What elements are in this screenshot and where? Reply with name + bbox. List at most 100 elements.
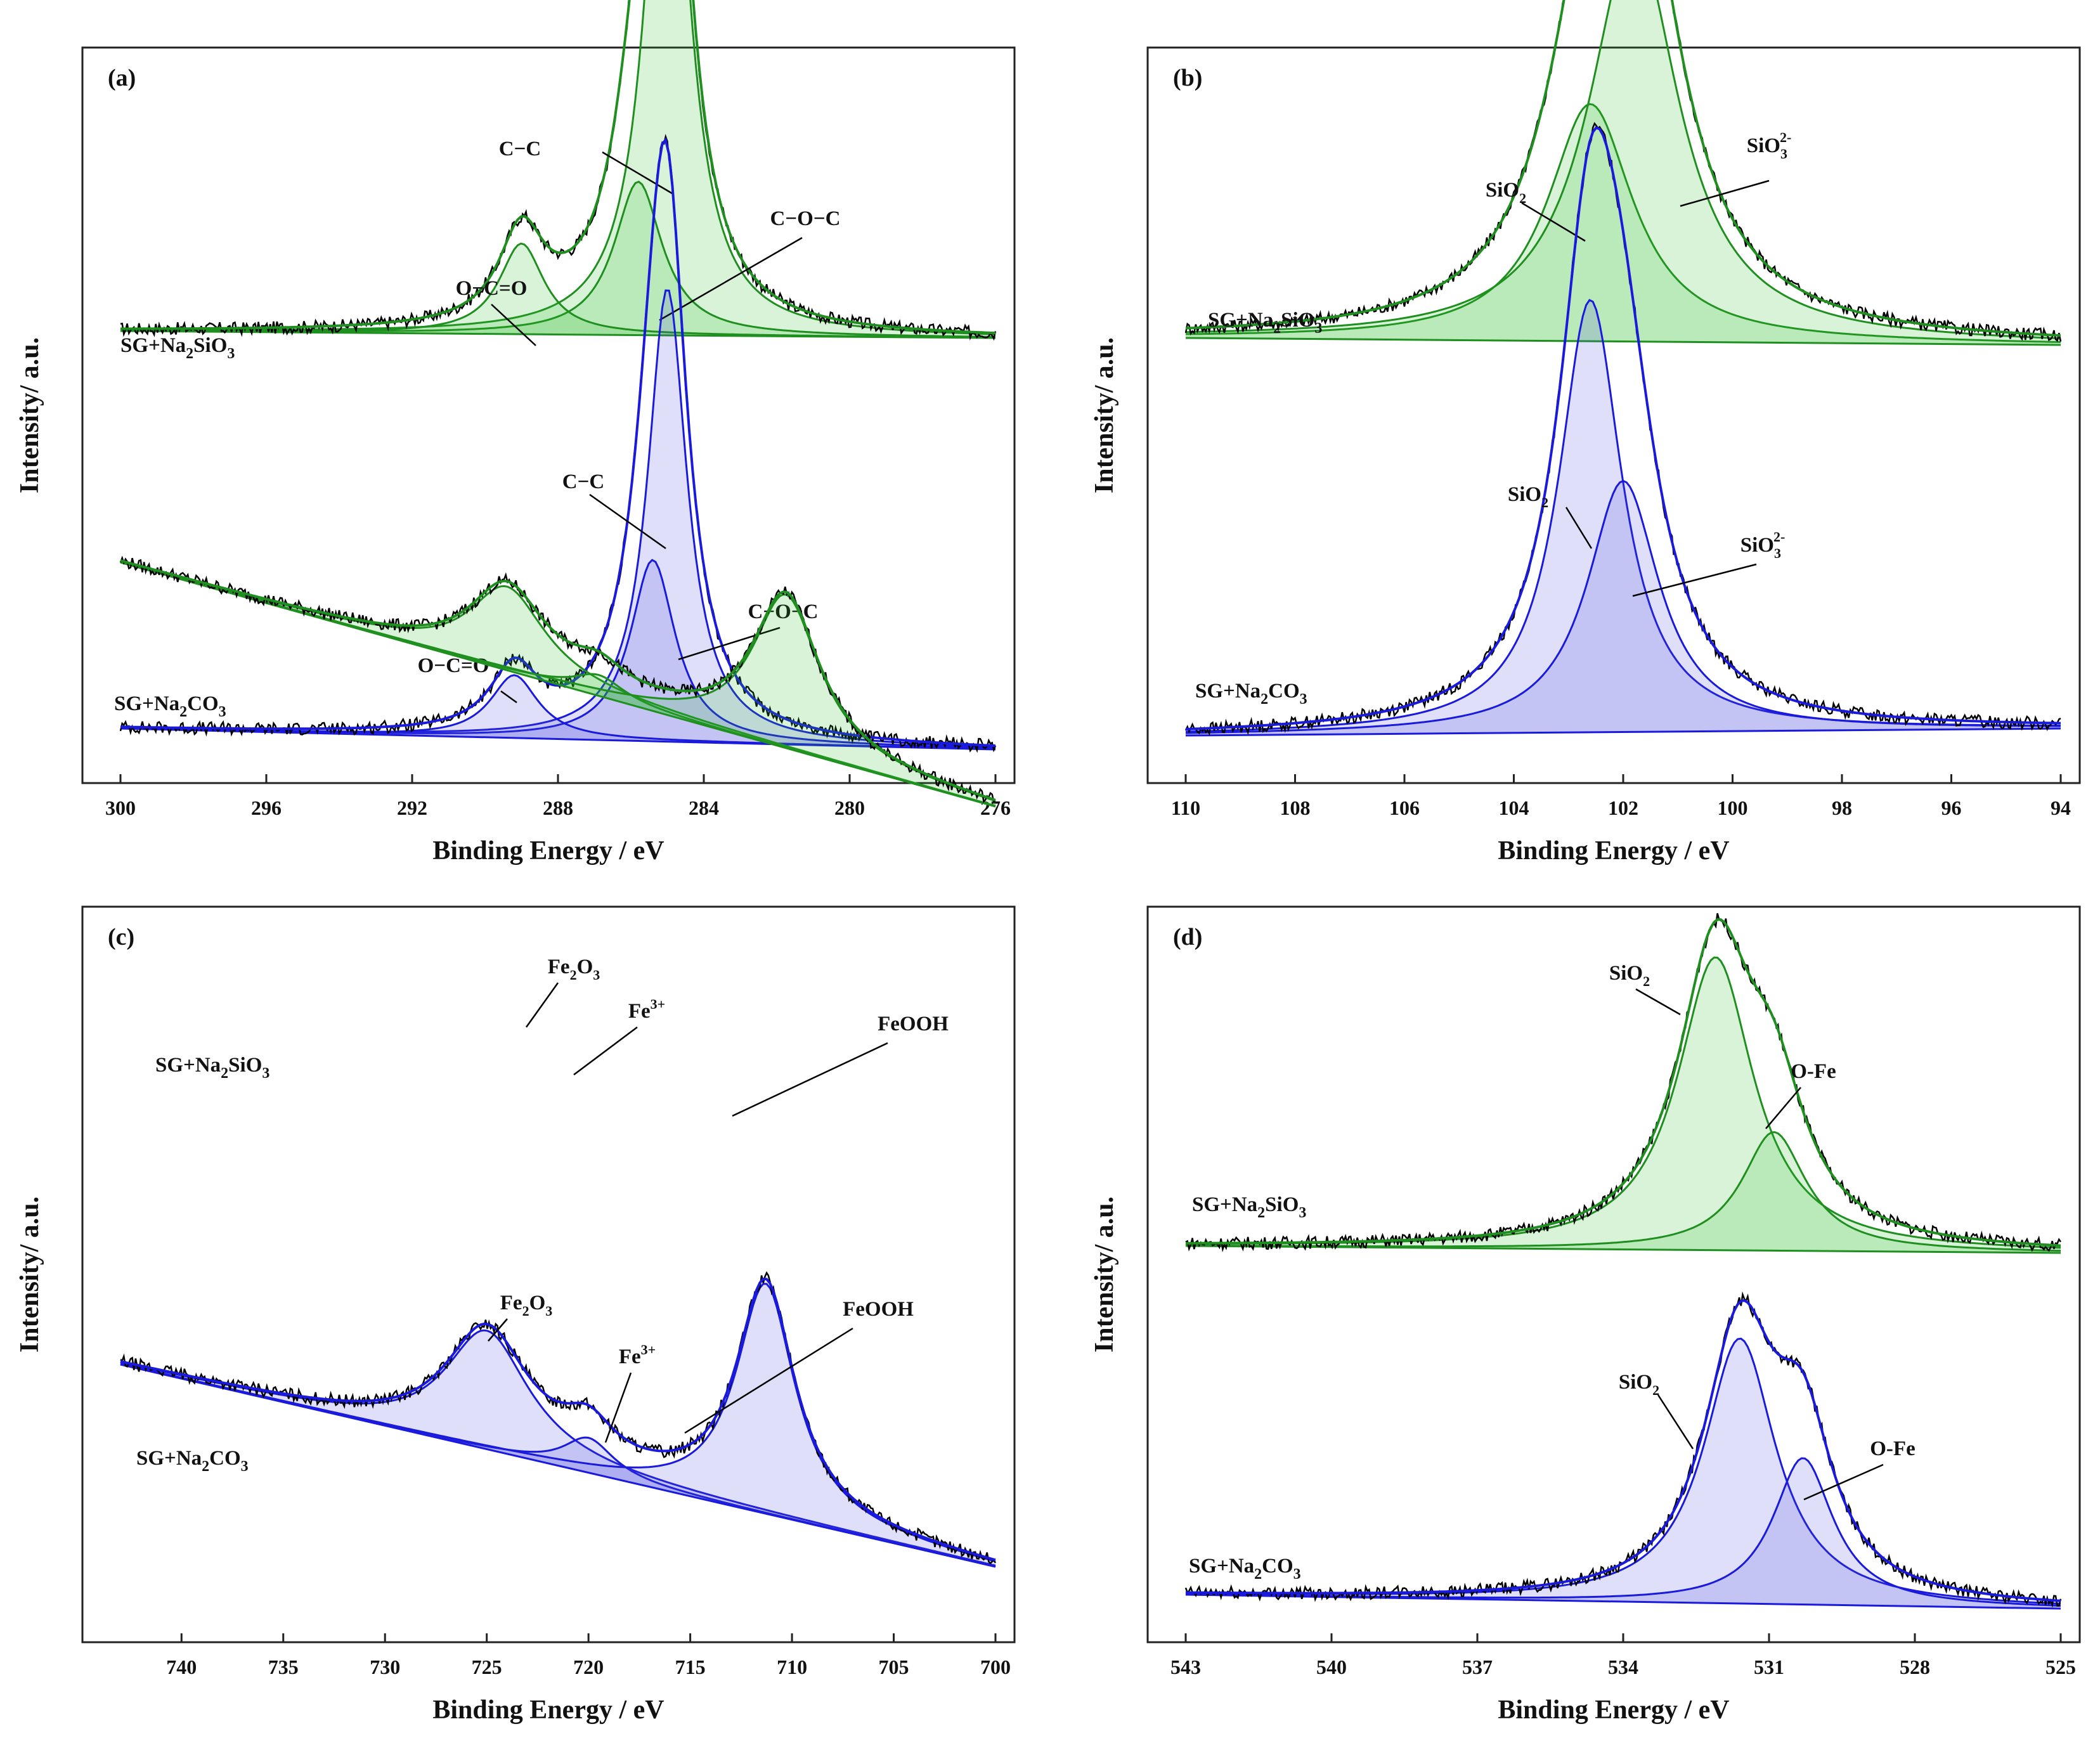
peak-label-sub: 3 <box>593 967 600 983</box>
sample-label-tail: CO <box>187 692 219 715</box>
x-tick-label: 720 <box>573 1656 604 1678</box>
series-green <box>119 555 996 808</box>
leader-line <box>500 690 517 704</box>
x-axis-label: Binding Energy / eV <box>432 1695 664 1725</box>
raw-spectrum <box>120 1271 997 1565</box>
fit-envelope <box>120 0 996 335</box>
x-tick-label: 292 <box>397 796 427 819</box>
peak-label: SiO2 <box>1508 483 1548 510</box>
peak-label: C−O−C <box>748 600 819 623</box>
sample-label: SG+Na2SiO3 <box>1192 1193 1306 1221</box>
peak-label: SiO32- <box>1740 529 1786 561</box>
x-tick-label: 730 <box>370 1656 400 1678</box>
peak-label-sup: 2- <box>1773 529 1785 545</box>
x-tick-label: 531 <box>1754 1656 1784 1678</box>
peak-label-text: SiO <box>1486 179 1519 202</box>
x-tick-label: 740 <box>166 1656 197 1678</box>
x-tick-label: 537 <box>1462 1656 1493 1678</box>
peak-label-sub: 2 <box>1519 190 1526 206</box>
peak-label: SiO2 <box>1486 179 1526 206</box>
peak-label: Fe2O3 <box>500 1292 552 1319</box>
baseline <box>120 561 996 808</box>
x-tick-label: 94 <box>2051 796 2071 819</box>
sample-label-main: SG+Na <box>1189 1555 1254 1578</box>
peak-label-text: Fe <box>548 956 570 978</box>
leader-line <box>604 1372 632 1443</box>
plot-frame <box>1146 905 2081 1643</box>
x-axis-label: Binding Energy / eV <box>1498 1695 1729 1725</box>
x-axis-label: Binding Energy / eV <box>432 836 664 865</box>
sample-label: SG+Na2CO3 <box>136 1447 249 1475</box>
sample-label-tail: CO <box>1262 1555 1293 1578</box>
sample-label-main: SG+Na <box>120 334 186 357</box>
series-green <box>120 0 997 341</box>
sample-label-sub: 2 <box>1273 320 1281 337</box>
fit-envelope <box>120 1278 996 1562</box>
leader-line <box>732 1042 888 1117</box>
sample-label-main: SG+Na <box>136 1447 202 1470</box>
peak-label-text: C−O−C <box>770 207 841 230</box>
peak-label-text: C−C <box>499 138 541 160</box>
peak-label-sup: 3+ <box>651 996 666 1012</box>
sample-label-sub: 3 <box>1293 1566 1301 1583</box>
leader-line <box>573 1027 638 1075</box>
sample-label: SG+Na2CO3 <box>1189 1555 1301 1583</box>
peak-label-sup: 3+ <box>641 1342 656 1358</box>
peak-component <box>1186 103 2061 343</box>
series-blue <box>120 1271 997 1568</box>
peak-label-text: O−C=O <box>418 654 489 677</box>
peak-label: SiO2 <box>1619 1371 1659 1398</box>
x-tick-label: 710 <box>777 1656 807 1678</box>
y-axis-label: Intensity/ a.u. <box>15 337 44 493</box>
peak-label-text: Fe <box>500 1292 522 1314</box>
leader-line <box>1521 202 1586 242</box>
leader-line <box>678 626 781 661</box>
peak-label-text: SiO <box>1508 483 1541 506</box>
fit-envelope <box>120 559 996 801</box>
peak-label-sub: 2 <box>522 1303 529 1319</box>
baseline <box>1185 1593 2061 1610</box>
x-tick-label: 715 <box>675 1656 706 1678</box>
peak-label: C−C <box>562 470 604 493</box>
sample-label-sub: 2 <box>202 1458 209 1475</box>
series-blue <box>1184 122 2061 737</box>
peak-label-tail: O <box>529 1292 546 1314</box>
panel-1: 110 108 106 104 102 100 98 96 94 Binding Energy /… <box>1090 0 2081 865</box>
leader-line <box>491 304 536 346</box>
peak-label-text: Fe <box>619 1345 641 1368</box>
x-axis-label: Binding Energy / eV <box>1498 836 1729 865</box>
peak-fill <box>1186 957 2061 1253</box>
peak-label-text: FeOOH <box>878 1013 949 1035</box>
baseline <box>1185 337 2061 346</box>
peak-label-sup: 2- <box>1780 129 1791 145</box>
peak-label-text: C−C <box>562 470 604 493</box>
panel-2: 740 735 730 725 720 715 710 705 700 Binding Energ… <box>15 555 1016 1725</box>
x-tick-label: 525 <box>2045 1656 2076 1678</box>
sample-label-tail: SiO <box>193 334 227 357</box>
peak-label: O−C=O <box>456 277 528 300</box>
sample-label-sub: 3 <box>262 1065 269 1082</box>
baseline <box>120 330 996 339</box>
peak-label: SiO2 <box>1609 962 1650 989</box>
panel-3: 543 540 537 534 531 528 525 Binding Energy / eV… <box>1090 905 2081 1725</box>
sample-label-tail: CO <box>1268 680 1300 703</box>
sample-label-sub: 2 <box>179 704 187 720</box>
peak-label-sub: 2 <box>1652 1382 1659 1398</box>
panel-tag: (c) <box>108 924 134 950</box>
sample-label-tail: SiO <box>1281 309 1314 332</box>
plot-frame <box>81 905 1016 1643</box>
leader-line <box>488 1318 508 1342</box>
y-axis-label: Intensity/ a.u. <box>15 1196 44 1352</box>
plot-frame <box>1146 46 2081 784</box>
sample-label: SG+Na2SiO3 <box>120 334 235 362</box>
leader-line <box>1680 179 1770 207</box>
peak-label-text: SiO <box>1740 534 1774 557</box>
sample-label: SG+Na2CO3 <box>114 692 226 720</box>
sample-label-sub: 3 <box>219 704 226 720</box>
x-tick-label: 534 <box>1608 1656 1638 1678</box>
x-tick-label: 104 <box>1499 796 1529 819</box>
x-tick-label: 528 <box>1900 1656 1930 1678</box>
peak-label-text: O-Fe <box>1791 1060 1836 1083</box>
x-tick-label: 540 <box>1316 1656 1347 1678</box>
leader-line <box>1657 1394 1694 1449</box>
